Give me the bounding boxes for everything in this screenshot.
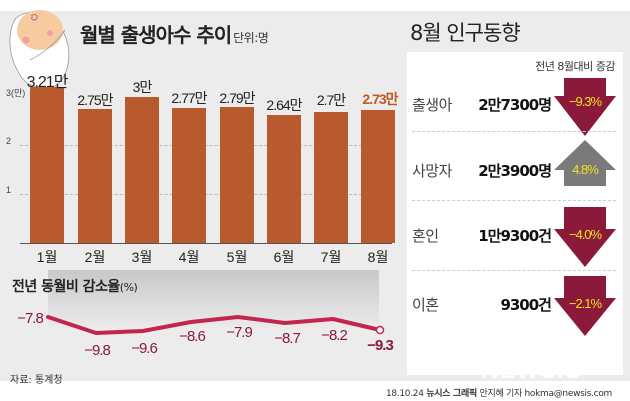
bar-value-jun: 2.64만 <box>266 97 302 113</box>
bar-value-jan: 3.21만 <box>26 74 69 91</box>
line-value-apr: −8.6 <box>179 328 206 345</box>
change-value: −9.3% <box>568 94 602 109</box>
row-value: 2만7300명 <box>478 96 552 114</box>
month-label-jun: 6월 <box>273 249 295 265</box>
line-value-jul: −8.2 <box>321 327 348 344</box>
bar-jun <box>267 115 301 243</box>
month-label-apr: 4월 <box>178 249 200 265</box>
change-value: −4.0% <box>568 227 602 242</box>
y-tick-3: 3(만) <box>6 88 26 98</box>
month-label-jul: 7월 <box>320 249 342 265</box>
gridline-1 <box>20 194 392 195</box>
bar-aug <box>361 110 395 243</box>
bar-value-jul: 2.7만 <box>316 92 346 108</box>
month-label-mar: 3월 <box>131 249 153 265</box>
stat-row-marriages: 혼인 1만9300건 −4.0% <box>407 205 623 275</box>
bar-value-aug: 2.73만 <box>362 91 398 107</box>
bar-jan <box>30 87 64 243</box>
bar-apr <box>172 108 206 243</box>
bar-feb <box>78 109 112 243</box>
right-panel-title: 8월 인구동향 <box>410 21 521 45</box>
row-label: 이혼 <box>412 296 439 314</box>
line-value-aug: −9.3 <box>367 337 394 354</box>
card-subtitle: 전년 8월대비 증감 <box>535 60 615 73</box>
row-value: 9300건 <box>500 296 552 314</box>
change-value: −2.1% <box>568 296 602 311</box>
arrow-up-icon <box>554 140 616 186</box>
month-label-aug: 8월 <box>367 249 389 265</box>
month-label-jan: 1월 <box>36 249 58 265</box>
line-value-may: −7.9 <box>226 324 253 341</box>
x-axis <box>20 243 392 244</box>
row-label: 혼인 <box>412 227 439 245</box>
change-value: 4.8% <box>572 162 599 177</box>
line-chart-title: 전년 동월비 감소율(%) <box>12 279 138 295</box>
row-value: 2만3900명 <box>478 162 552 180</box>
stat-row-deaths: 사망자 2만3900명 4.8% <box>407 134 623 204</box>
stat-row-births: 출생아 2만7300명 −9.3% <box>407 74 623 144</box>
row-label: 사망자 <box>412 162 452 180</box>
bar-chart-title: 월별 출생아수 추이 단위:명 <box>80 23 269 47</box>
line-value-jan: −7.8 <box>17 310 44 327</box>
line-value-jun: −8.7 <box>274 330 301 347</box>
bar-value-may: 2.79만 <box>219 90 255 106</box>
newsis-watermark: NEWSIS <box>482 357 583 384</box>
row-label: 출생아 <box>412 96 452 114</box>
bar-value-mar: 3만 <box>132 79 153 95</box>
stat-row-divorces: 이혼 9300건 −2.1% <box>407 274 623 344</box>
y-tick-1: 1 <box>6 185 12 195</box>
y-tick-2: 2 <box>6 136 12 146</box>
line-value-mar: −9.6 <box>131 340 158 357</box>
row-divider <box>412 131 616 132</box>
month-label-may: 5월 <box>226 249 248 265</box>
arrow-down-icon <box>554 276 616 336</box>
month-label-feb: 2월 <box>84 249 106 265</box>
unit-label: 단위:명 <box>233 31 269 45</box>
bar-value-apr: 2.77만 <box>171 90 207 106</box>
source-label: 자료: 통계청 <box>10 375 63 386</box>
row-divider <box>412 200 616 201</box>
row-value: 1만9300건 <box>478 227 552 245</box>
row-divider <box>412 270 616 271</box>
baby-icon <box>9 10 70 88</box>
bar-jul <box>314 112 348 243</box>
bar-may <box>220 107 254 243</box>
bar-value-feb: 2.75만 <box>77 92 113 108</box>
gridline-2 <box>20 145 392 146</box>
arrow-down-icon <box>554 78 616 136</box>
bar-mar <box>125 97 159 243</box>
arrow-down-icon <box>554 207 616 267</box>
stats-card: 전년 8월대비 증감 출생아 2만7300명 −9.3% 사망자 2만3900명… <box>407 52 623 375</box>
line-value-feb: −9.8 <box>84 342 111 359</box>
footer-credit: 18.10.24 뉴시스 그래픽 안지혜 기자 hokma@newsis.com <box>385 389 612 399</box>
